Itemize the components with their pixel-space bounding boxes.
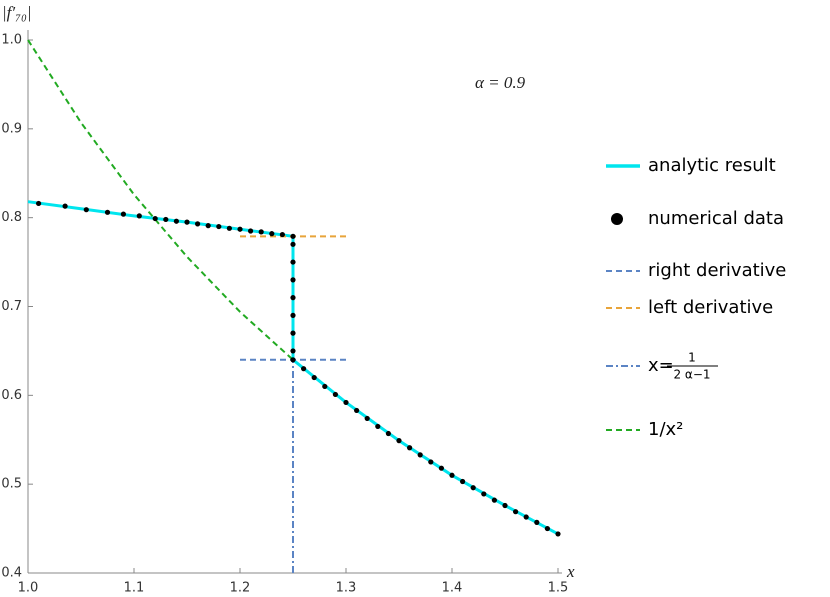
data-point	[195, 221, 201, 227]
data-point	[290, 357, 296, 363]
y-axis-label: |f′₇₀|	[2, 3, 32, 22]
data-point	[290, 241, 296, 247]
data-point	[385, 430, 391, 437]
y-tick-label: 0.7	[1, 299, 22, 314]
y-tick-label: 0.6	[1, 388, 22, 403]
x-tick-label: 1.2	[230, 581, 251, 596]
data-point	[163, 216, 169, 223]
legend-label: left derivative	[648, 297, 773, 318]
data-point	[460, 478, 466, 485]
x-tick-label: 1.3	[336, 581, 357, 596]
data-point	[205, 223, 211, 229]
x-tick-label: 1.4	[442, 581, 463, 596]
legend-entry: analytic result	[606, 155, 776, 176]
data-point	[555, 531, 561, 537]
y-tick-label: 0.5	[1, 477, 22, 492]
data-point	[513, 509, 519, 515]
data-point	[354, 407, 360, 414]
data-point	[407, 445, 413, 451]
data-point	[417, 452, 423, 458]
y-tick-label: 0.8	[1, 210, 22, 225]
data-point	[523, 514, 529, 520]
data-point	[332, 391, 338, 398]
series-line	[27, 39, 294, 361]
data-point	[62, 203, 68, 209]
data-point	[279, 231, 285, 238]
data-point	[290, 233, 296, 239]
y-tick-label: 0.9	[1, 121, 22, 136]
data-point	[120, 211, 126, 217]
data-point	[290, 348, 296, 354]
data-point	[301, 366, 307, 372]
x-axis-label: x	[566, 562, 575, 581]
data-point	[534, 519, 540, 525]
data-point	[290, 259, 296, 265]
data-point	[216, 223, 222, 230]
data-point	[470, 485, 476, 491]
data-point	[173, 218, 179, 224]
data-point	[290, 330, 296, 336]
legend-entry: x= 1 2 α−1	[606, 351, 718, 382]
x-tick-label: 1.0	[18, 581, 39, 596]
data-point	[375, 423, 381, 430]
x-tick-label: 1.5	[548, 581, 569, 596]
data-point	[226, 225, 232, 231]
data-point	[502, 502, 508, 509]
data-point	[184, 219, 190, 225]
data-point	[343, 399, 349, 406]
data-point	[396, 438, 402, 444]
y-tick-label: 1.0	[1, 33, 22, 48]
legend-label: 1/x²	[648, 419, 683, 440]
legend-label: right derivative	[648, 260, 786, 281]
legend-entry: right derivative	[606, 260, 786, 281]
legend-label: analytic result	[648, 155, 776, 176]
data-point	[449, 472, 455, 478]
legend-fraction-numerator: 1	[688, 351, 696, 365]
data-point	[83, 207, 89, 213]
x-tick-label: 1.1	[124, 581, 145, 596]
data-point	[290, 277, 296, 283]
data-point	[481, 491, 487, 497]
data-point	[438, 465, 444, 471]
data-point	[248, 228, 254, 234]
legend-entry: 1/x²	[606, 419, 683, 440]
data-point	[237, 226, 243, 232]
legend-marker	[611, 213, 623, 225]
legend-label: x=	[648, 355, 674, 376]
data-point	[544, 525, 551, 532]
data-point	[364, 415, 370, 422]
data-point	[36, 200, 42, 207]
legend-fraction-denominator: 2 α−1	[673, 368, 710, 382]
legend-label: numerical data	[648, 208, 784, 229]
data-point	[311, 374, 317, 381]
data-point	[136, 213, 142, 219]
data-point	[269, 231, 275, 237]
data-point	[258, 229, 264, 235]
legend-entry: left derivative	[606, 297, 773, 318]
data-point	[322, 383, 328, 390]
data-point	[290, 312, 296, 318]
data-point	[152, 215, 158, 222]
legend-entry: numerical data	[611, 208, 784, 229]
data-point	[491, 497, 497, 503]
data-point	[290, 295, 296, 301]
data-point	[104, 209, 111, 215]
y-tick-label: 0.4	[1, 566, 22, 581]
data-point	[428, 459, 434, 465]
annotation: α = 0.9	[475, 73, 526, 92]
